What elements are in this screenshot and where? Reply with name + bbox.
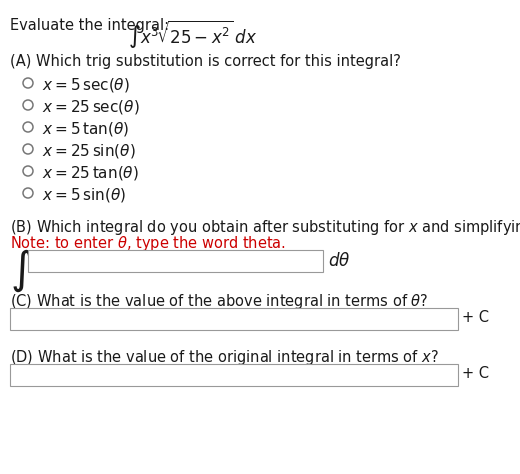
Bar	[10, 364, 458, 386]
Text: (D) What is the value of the original integral in terms of $x$?: (D) What is the value of the original in…	[10, 348, 439, 367]
Text: $\int x^3\!\sqrt{25 - x^2}\,dx$: $\int x^3\!\sqrt{25 - x^2}\,dx$	[128, 18, 257, 50]
Text: $d\theta$: $d\theta$	[328, 252, 350, 270]
Bar	[28, 250, 323, 272]
Text: $x = 25\,\tan(\theta)$: $x = 25\,\tan(\theta)$	[42, 164, 139, 182]
Text: $x = 5\,\sec(\theta)$: $x = 5\,\sec(\theta)$	[42, 76, 130, 94]
Text: $x = 5\,\sin(\theta)$: $x = 5\,\sin(\theta)$	[42, 186, 126, 204]
Text: (A) Which trig substitution is correct for this integral?: (A) Which trig substitution is correct f…	[10, 54, 401, 69]
Text: $x = 5\,\tan(\theta)$: $x = 5\,\tan(\theta)$	[42, 120, 129, 138]
Bar	[10, 308, 458, 330]
Text: + C: + C	[462, 310, 489, 325]
Text: $x = 25\,\sec(\theta)$: $x = 25\,\sec(\theta)$	[42, 98, 139, 116]
Text: Evaluate the integral:: Evaluate the integral:	[10, 18, 178, 33]
Text: Note: to enter $\theta$, type the word theta.: Note: to enter $\theta$, type the word t…	[10, 234, 286, 253]
Text: $\int$: $\int$	[10, 248, 32, 294]
Text: (B) Which integral do you obtain after substituting for $x$ and simplifying?: (B) Which integral do you obtain after s…	[10, 218, 520, 237]
Text: (C) What is the value of the above integral in terms of $\theta$?: (C) What is the value of the above integ…	[10, 292, 428, 311]
Text: + C: + C	[462, 366, 489, 381]
Text: $x = 25\,\sin(\theta)$: $x = 25\,\sin(\theta)$	[42, 142, 136, 160]
